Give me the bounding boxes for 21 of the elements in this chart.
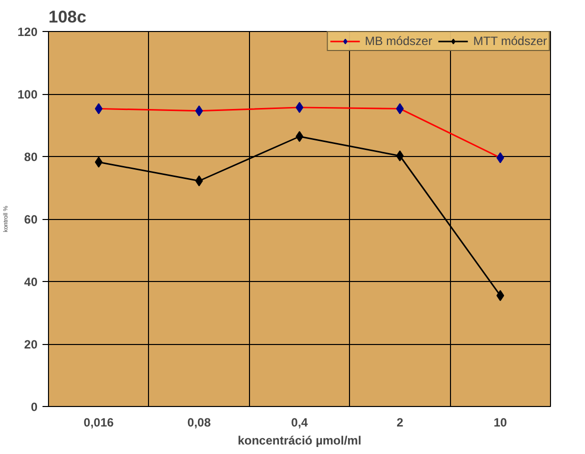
- x-axis-title: koncentráció µmol/ml: [238, 434, 362, 448]
- legend-label: MTT módszer: [473, 34, 547, 48]
- x-tick-label: 10: [494, 416, 508, 430]
- x-tick-label: 0,016: [84, 416, 114, 430]
- y-tick-label: 20: [24, 338, 38, 352]
- point: [496, 290, 504, 302]
- x-tick-label: 0,4: [291, 416, 308, 430]
- y-tick-label: 0: [30, 400, 38, 414]
- x-tick-label: 2: [396, 416, 404, 430]
- legend-label: MB módszer: [364, 34, 432, 48]
- point: [94, 156, 103, 168]
- x-tick-label: 0,08: [187, 416, 212, 430]
- y-tick-label: 100: [17, 88, 38, 102]
- chart-title: 108c: [48, 8, 86, 26]
- y-tick-label: 60: [24, 212, 38, 226]
- point: [94, 103, 103, 114]
- y-tick-label: 80: [24, 150, 38, 164]
- y-tick-label: 120: [17, 25, 38, 39]
- point: [296, 131, 304, 142]
- y-tick-label: 40: [24, 275, 38, 289]
- point: [496, 152, 504, 164]
